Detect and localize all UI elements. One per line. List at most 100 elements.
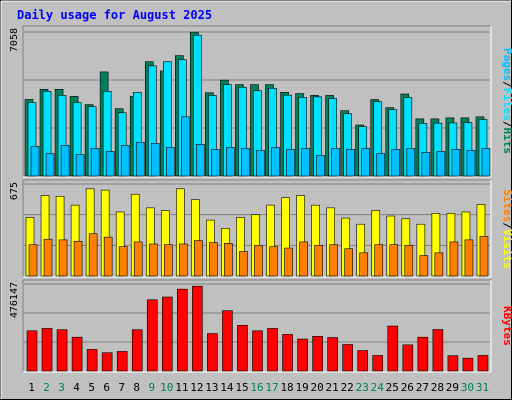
bar-pages-day-27	[421, 152, 431, 177]
legend-item-pages: Pages	[501, 48, 512, 81]
bar-kbytes-day-4	[71, 336, 83, 372]
day-label: 16	[250, 381, 263, 394]
bar-kbytes-day-8	[131, 329, 143, 372]
day-label: 17	[265, 381, 278, 394]
y-max-label: 7058	[9, 28, 20, 52]
day-label: 9	[148, 381, 155, 394]
day-label: 10	[160, 381, 173, 394]
bar-sites-day-5	[88, 233, 98, 277]
bar-kbytes-day-21	[327, 337, 338, 372]
day-label: 5	[88, 381, 95, 394]
bar-sites-day-12	[194, 240, 203, 277]
bar-kbytes-day-2	[41, 328, 53, 372]
day-label: 19	[295, 381, 308, 394]
day-label: 25	[386, 381, 399, 394]
legend-item-files: Files	[501, 88, 512, 121]
bar-pages-day-13	[211, 149, 220, 177]
bar-sites-day-18	[284, 247, 293, 277]
bar-sites-day-11	[179, 243, 188, 277]
day-label: 28	[431, 381, 444, 394]
bar-sites-day-10	[163, 244, 173, 277]
bar-sites-day-20	[314, 245, 323, 277]
bar-pages-day-20	[316, 155, 325, 177]
day-label: 1	[28, 381, 35, 394]
day-label: 29	[446, 381, 459, 394]
bar-kbytes-day-1	[26, 330, 38, 372]
legend-item-kbytes: KBytes	[501, 306, 512, 346]
bar-pages-day-19	[301, 148, 310, 177]
bar-pages-day-5	[90, 148, 100, 177]
day-label: 7	[118, 381, 125, 394]
bar-sites-day-2	[43, 238, 53, 277]
bar-pages-day-29	[451, 149, 461, 177]
bar-sites-day-16	[254, 245, 263, 277]
bar-pages-day-25	[391, 149, 401, 177]
bar-kbytes-day-10	[161, 296, 173, 372]
bar-kbytes-day-16	[252, 330, 263, 372]
legend-2: KBytes	[501, 306, 512, 346]
bar-pages-day-28	[436, 151, 446, 177]
bar-pages-day-22	[346, 149, 355, 177]
bar-kbytes-day-14	[222, 310, 233, 372]
day-label: 6	[103, 381, 110, 394]
bar-pages-day-21	[331, 148, 340, 177]
bar-pages-day-18	[286, 149, 295, 177]
bar-kbytes-day-27	[417, 336, 429, 372]
bar-kbytes-day-9	[146, 299, 158, 372]
bar-sites-day-17	[269, 246, 278, 277]
bar-kbytes-day-24	[372, 355, 384, 372]
day-label: 13	[205, 381, 218, 394]
bar-kbytes-day-3	[56, 329, 68, 372]
bar-pages-day-7	[120, 145, 130, 177]
day-label: 15	[235, 381, 248, 394]
bar-sites-day-4	[73, 240, 83, 277]
day-label: 2	[43, 381, 50, 394]
bar-pages-day-12	[196, 144, 205, 177]
bar-kbytes-day-30	[462, 357, 474, 372]
bar-sites-day-15	[239, 251, 248, 277]
bar-sites-day-25	[389, 244, 399, 277]
day-label: 26	[401, 381, 414, 394]
bar-kbytes-day-15	[237, 325, 248, 372]
bar-pages-day-14	[226, 147, 235, 177]
bar-kbytes-day-22	[342, 344, 353, 372]
bar-sites-day-21	[329, 244, 338, 277]
y-max-label: 675	[9, 182, 20, 200]
legend-separator: /	[501, 121, 512, 128]
day-label: 3	[58, 381, 65, 394]
bar-kbytes-day-26	[402, 344, 414, 372]
bar-sites-day-19	[299, 241, 308, 277]
bar-pages-day-10	[165, 147, 175, 177]
legend-item-hits: Hits	[501, 128, 512, 155]
day-label: 22	[341, 381, 354, 394]
day-label: 27	[416, 381, 429, 394]
bar-sites-day-26	[404, 245, 414, 277]
bar-sites-day-7	[118, 246, 128, 277]
bar-pages-day-9	[150, 143, 160, 177]
day-label: 23	[356, 381, 369, 394]
bar-sites-day-29	[449, 241, 459, 277]
day-label: 24	[371, 381, 385, 394]
bar-pages-day-1	[30, 146, 40, 177]
bar-kbytes-day-31	[477, 355, 489, 372]
bar-kbytes-day-13	[207, 333, 218, 372]
day-label: 18	[280, 381, 293, 394]
bar-pages-day-26	[406, 148, 416, 177]
bar-sites-day-1	[28, 244, 38, 277]
legend-0: Pages/Files/Hits	[501, 48, 512, 154]
bar-pages-day-15	[241, 148, 250, 177]
bar-sites-day-28	[434, 252, 444, 277]
bar-sites-day-8	[133, 241, 143, 277]
bar-pages-day-24	[376, 153, 386, 177]
day-label: 21	[326, 381, 339, 394]
bar-pages-day-4	[75, 154, 85, 177]
bar-sites-day-3	[58, 239, 68, 277]
day-label: 11	[175, 381, 188, 394]
bar-sites-day-6	[103, 236, 113, 277]
legend-item-sites: Sites	[501, 189, 512, 222]
bar-kbytes-day-17	[267, 328, 278, 372]
bar-kbytes-day-7	[116, 351, 128, 372]
day-label: 4	[73, 381, 80, 394]
day-label: 30	[461, 381, 474, 394]
